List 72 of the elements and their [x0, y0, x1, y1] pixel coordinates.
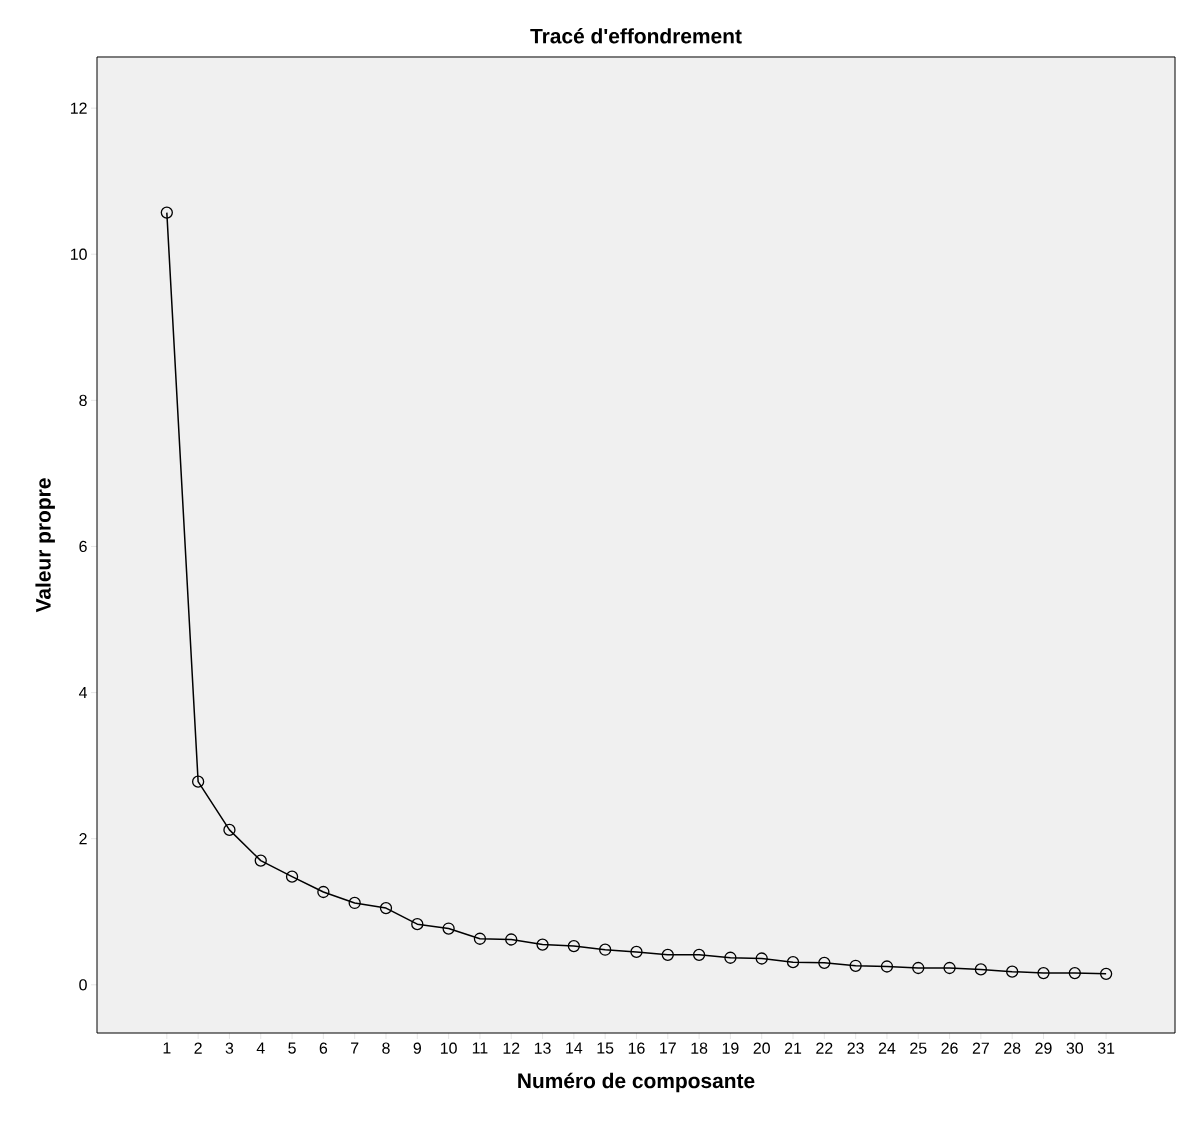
x-tick-label: 27	[972, 1042, 989, 1054]
point	[379, 901, 393, 915]
point	[1099, 967, 1113, 980]
point	[285, 870, 299, 883]
point	[818, 956, 831, 970]
x-tick-label: 14	[566, 1042, 583, 1054]
point	[160, 206, 173, 219]
x-tick-label: 5	[288, 1042, 296, 1054]
point	[536, 938, 549, 951]
x-tick-label: 29	[1035, 1042, 1052, 1054]
x-tick-label: 10	[440, 1042, 457, 1054]
point	[630, 945, 643, 959]
point	[1006, 965, 1019, 978]
x-tick-label: 28	[1004, 1042, 1021, 1054]
y-axis-title: Valeur propre	[35, 478, 55, 613]
y-tick-label: 8	[79, 394, 87, 406]
chart-title: Tracé d'effondrement	[530, 27, 742, 44]
point	[191, 775, 205, 788]
point	[411, 918, 424, 931]
x-tick-label: 1	[163, 1042, 171, 1054]
y-tick-label: 10	[70, 248, 87, 260]
x-tick-label: 31	[1097, 1042, 1115, 1054]
x-tick-label: 2	[194, 1042, 202, 1054]
x-tick-label: 12	[503, 1042, 520, 1054]
x-tick-label: 23	[847, 1042, 864, 1054]
point	[974, 963, 988, 976]
point	[661, 948, 674, 961]
x-tick-label: 24	[878, 1042, 896, 1054]
x-tick-label: 22	[816, 1042, 833, 1054]
x-axis-title: Numéro de composante	[518, 1072, 755, 1093]
point	[1068, 966, 1081, 980]
x-tick-label: 8	[382, 1042, 390, 1054]
x-tick-label: 9	[413, 1042, 421, 1054]
y-tick-label: 4	[78, 687, 88, 699]
point	[849, 959, 862, 972]
point	[599, 943, 612, 956]
point	[317, 885, 330, 899]
point	[880, 960, 894, 973]
x-tick-label: 19	[722, 1042, 739, 1054]
x-tick-label: 6	[319, 1042, 328, 1054]
point	[1037, 966, 1050, 980]
point	[505, 933, 518, 946]
x-tick-label: 26	[941, 1042, 958, 1054]
point	[755, 952, 768, 965]
x-tick-label: 30	[1066, 1042, 1084, 1054]
point	[724, 951, 737, 964]
x-tick-label: 25	[910, 1042, 927, 1054]
y-tick-label: 12	[70, 102, 87, 114]
x-tick-label: 17	[660, 1042, 676, 1054]
point	[786, 955, 800, 969]
y-tick-label: 0	[79, 979, 87, 991]
point	[567, 939, 580, 953]
x-tick-label: 3	[225, 1042, 234, 1054]
x-tick-label: 15	[597, 1042, 614, 1054]
y-tick-label: 6	[79, 540, 87, 553]
point	[348, 896, 361, 910]
point	[473, 932, 487, 945]
point	[442, 922, 455, 935]
point	[692, 948, 706, 961]
x-tick-label: 7	[351, 1042, 359, 1054]
point	[912, 961, 925, 975]
x-tick-label: 4	[256, 1042, 265, 1054]
x-tick-label: 11	[472, 1042, 488, 1054]
point	[223, 823, 236, 837]
x-tick-label: 20	[753, 1042, 770, 1054]
point	[943, 961, 956, 975]
x-tick-label: 21	[784, 1042, 802, 1054]
x-tick-label: 16	[628, 1042, 645, 1054]
x-tick-label: 13	[534, 1042, 551, 1054]
x-tick-label: 18	[691, 1042, 708, 1054]
y-tick-label: 2	[79, 833, 87, 845]
point	[254, 854, 267, 867]
